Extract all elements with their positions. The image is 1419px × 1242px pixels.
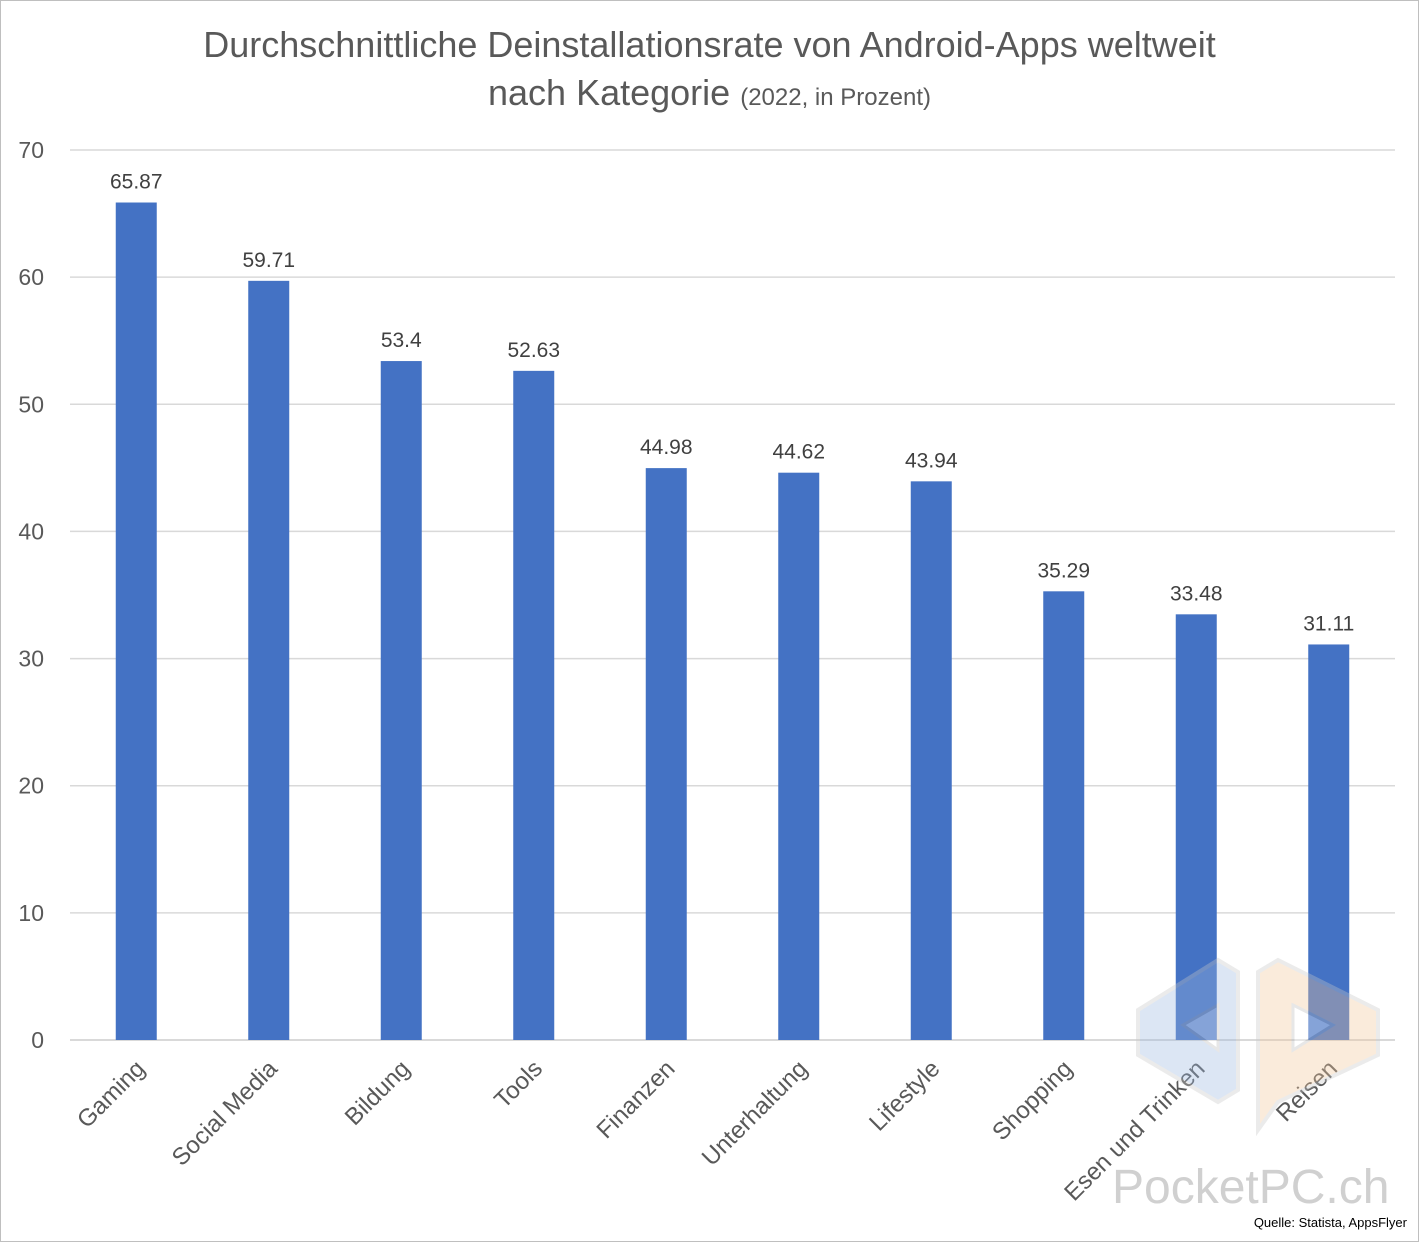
pocketpc-logo [1136,957,1380,1137]
bar [1175,614,1217,1040]
title-line-2: nach Kategorie (2022, in Prozent) [0,68,1419,123]
bar [645,468,687,1040]
bar-value-label: 53.4 [381,329,422,352]
y-tick-label: 70 [18,137,44,163]
bar-value-label: 35.29 [1037,559,1090,582]
watermark-text: PocketPC.ch [1112,1161,1390,1214]
bar [778,472,820,1040]
bar-value-label: 33.48 [1170,582,1223,605]
bar [910,481,952,1040]
y-tick-label: 50 [18,391,44,417]
bar [1043,591,1085,1040]
title-line-2-text: nach Kategorie [488,72,731,113]
bar [1308,644,1350,1040]
title-line-1: Durchschnittliche Deinstallationsrate vo… [203,24,1216,65]
y-tick-label: 20 [18,773,44,799]
x-category-label: Bildung [340,1055,416,1131]
y-axis-ticks: 0 10 20 30 40 50 60 70 [18,137,44,1053]
y-tick-label: 10 [18,900,44,926]
chart-subtitle: (2022, in Prozent) [740,84,931,111]
x-category-label: Tools [489,1055,548,1114]
x-category-label: Unterhaltung [697,1055,813,1171]
x-category-label: Social Media [167,1055,284,1172]
bar [513,370,555,1040]
bar [380,361,422,1040]
gridlines [70,149,1395,1041]
bar [248,280,290,1041]
bar [115,202,157,1040]
bar-value-label: 31.11 [1303,612,1354,635]
bar-value-label: 65.87 [110,171,163,194]
x-category-label: Lifestyle [864,1055,945,1136]
x-category-label: Finanzen [592,1055,681,1144]
y-tick-label: 40 [18,518,44,544]
y-tick-label: 30 [18,646,44,672]
bar-value-label: 44.98 [640,436,693,459]
bars [115,202,1350,1041]
y-tick-label: 0 [31,1027,44,1053]
bar-value-label: 52.63 [507,339,560,362]
bar-value-label: 44.62 [772,441,825,464]
chart-title: Durchschnittliche Deinstallationsrate vo… [0,22,1419,123]
x-category-label: Shopping [987,1055,1078,1146]
y-tick-label: 60 [18,264,44,290]
x-category-label: Gaming [72,1055,151,1134]
bar-value-label: 43.94 [905,449,958,472]
bar-value-label: 59.71 [242,249,295,272]
data-labels: 65.87 59.71 53.4 52.63 44.98 44.62 43.94 35.29 3… [110,171,1354,636]
source-note: Quelle: Statista, AppsFlyer [1253,1215,1407,1230]
